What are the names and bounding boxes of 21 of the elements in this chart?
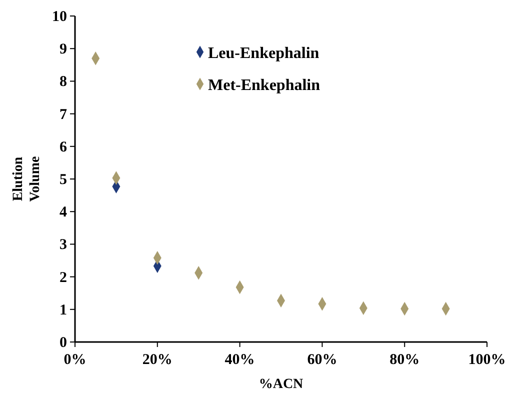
legend-label: Met-Enkephalin (208, 77, 320, 94)
x-tick-label: 100% (468, 352, 506, 368)
legend-label: Leu-Enkephalin (208, 45, 320, 62)
y-tick-label: 6 (60, 139, 68, 156)
x-tick-label: 80% (390, 352, 420, 368)
y-axis-title: Elution Volume (11, 156, 43, 202)
x-tick-label: 60% (307, 352, 338, 368)
x-tick-label: 0% (64, 352, 86, 368)
x-axis-title: %ACN (258, 377, 304, 392)
y-tick-label: 10 (52, 9, 67, 25)
y-tick-label: 7 (60, 106, 68, 123)
y-tick-label: 4 (60, 204, 68, 221)
y-tick-label: 8 (60, 74, 67, 90)
x-tick-label: 20% (142, 352, 172, 368)
x-tick-label: 40% (224, 352, 255, 368)
y-tick-label: 1 (60, 302, 67, 318)
y-tick-label: 5 (60, 172, 67, 188)
y-tick-label: 9 (60, 42, 67, 58)
y-tick-label: 3 (60, 237, 67, 254)
y-tick-label: 2 (60, 270, 67, 286)
y-tick-label: 0 (60, 335, 67, 351)
